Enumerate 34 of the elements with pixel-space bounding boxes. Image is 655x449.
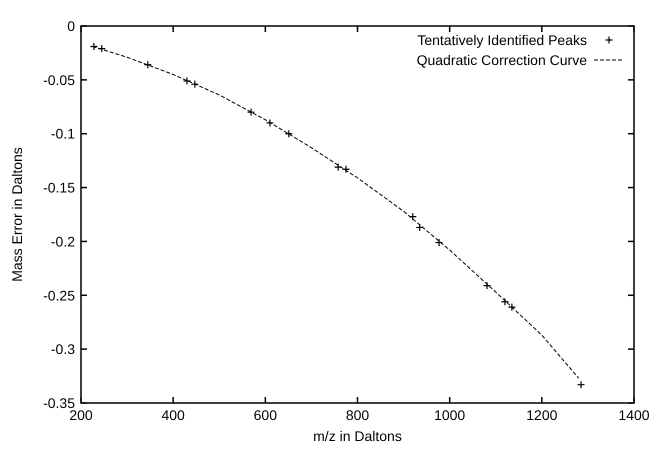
y-tick-label: -0.15 xyxy=(43,180,76,196)
x-tick-label: 400 xyxy=(161,407,186,423)
y-tick-label: -0.2 xyxy=(50,233,76,250)
point xyxy=(98,44,106,53)
point xyxy=(334,163,342,172)
y-axis-title: Mass Error in Daltons xyxy=(9,147,25,282)
point xyxy=(90,42,98,51)
point xyxy=(342,165,350,174)
legend-label: Quadratic Correction Curve xyxy=(416,52,588,68)
legend-label: Tentatively Identified Peaks xyxy=(417,32,587,48)
y-tick-label: -0.25 xyxy=(43,287,76,304)
point xyxy=(508,303,516,312)
x-axis-title: m/z in Daltons xyxy=(313,428,402,444)
point xyxy=(266,118,274,128)
point xyxy=(482,281,492,290)
x-tick-label: 800 xyxy=(346,407,370,423)
y-tick-label: -0.3 xyxy=(50,341,76,358)
y-tick-label: -0.05 xyxy=(43,72,76,88)
point xyxy=(416,223,424,232)
x-tick-label: 1400 xyxy=(618,407,650,423)
x-tick-label: 1200 xyxy=(526,407,558,423)
point xyxy=(182,76,192,86)
point xyxy=(144,60,152,69)
point xyxy=(246,108,256,116)
point xyxy=(434,238,444,247)
point xyxy=(576,380,586,389)
point xyxy=(284,130,293,138)
y-tick-label: 0 xyxy=(67,18,76,34)
y-tick-label: -0.1 xyxy=(50,126,76,142)
point xyxy=(408,212,417,221)
x-tick-label: 1000 xyxy=(434,407,466,423)
x-tick-label: 600 xyxy=(254,407,278,423)
point xyxy=(500,298,510,306)
point xyxy=(190,80,199,88)
